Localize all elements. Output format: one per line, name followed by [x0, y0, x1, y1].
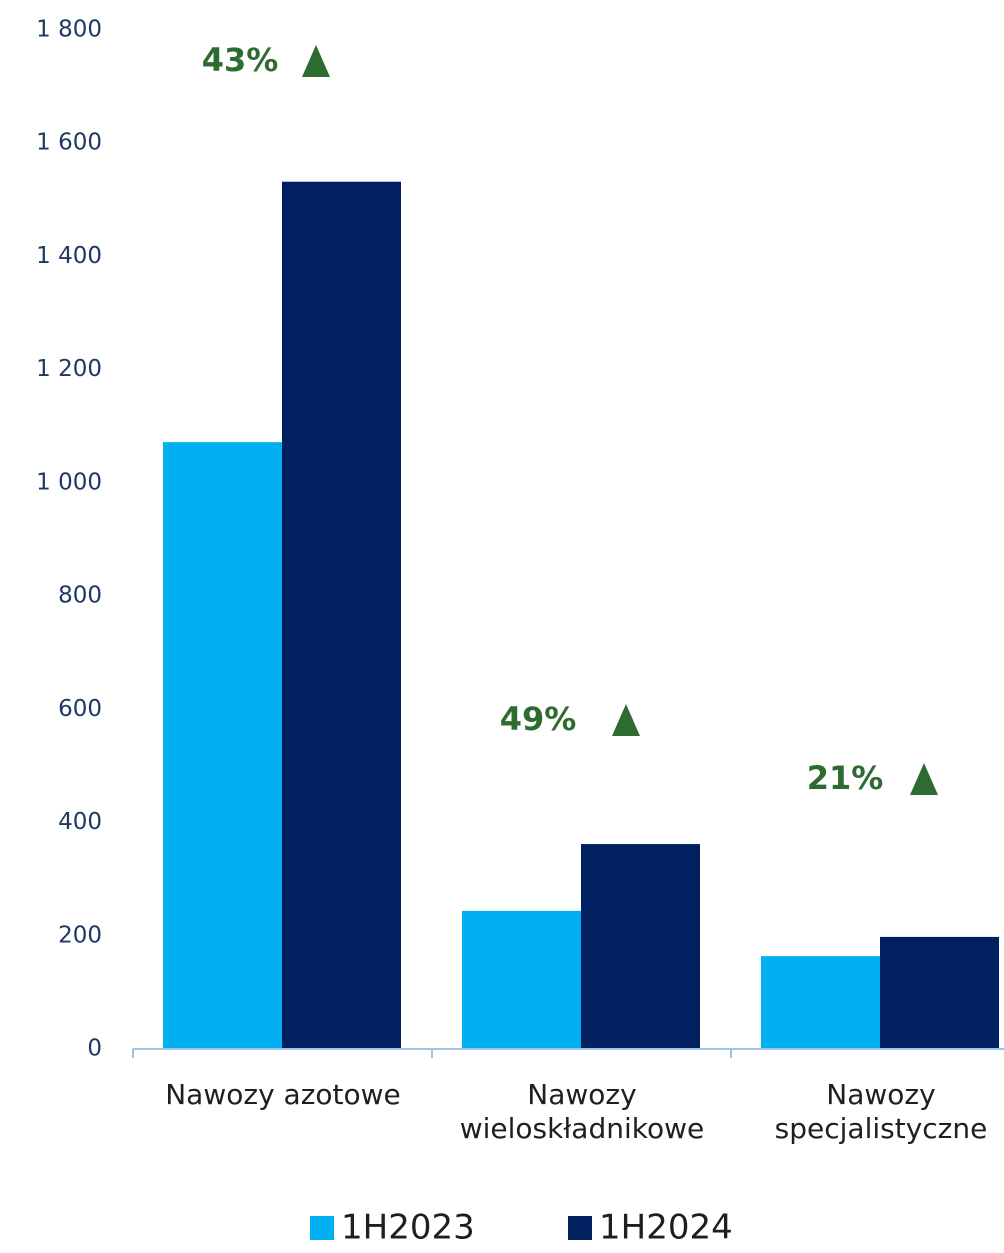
annotation-arrow: [302, 45, 330, 77]
annotation-arrow: [612, 704, 640, 736]
bar: [761, 956, 880, 1049]
bar: [462, 910, 581, 1049]
bar: [581, 844, 700, 1049]
bar: [282, 181, 401, 1049]
annotation: 49%: [500, 700, 577, 738]
annotation: 21%: [807, 759, 884, 797]
y-tick-label: 0: [87, 1036, 102, 1062]
y-tick-label: 1 800: [36, 17, 102, 43]
x-tick-label: Nawozy specjalistyczne: [774, 1078, 988, 1145]
y-tick-label: 1 600: [36, 130, 102, 156]
y-tick-label: 400: [58, 809, 102, 835]
annotation: 43%: [202, 41, 279, 79]
bar: [163, 442, 282, 1049]
bar: [880, 936, 999, 1049]
legend-swatch: [568, 1216, 592, 1240]
x-tick-label: Nawozy wieloskładnikowe: [459, 1078, 705, 1145]
y-tick-label: 1 200: [36, 356, 102, 382]
annotation-arrow: [910, 763, 938, 795]
x-tick-label: Nawozy azotowe: [165, 1078, 401, 1111]
y-tick-label: 1 000: [36, 469, 102, 495]
legend-swatch: [310, 1216, 334, 1240]
y-tick-label: 200: [58, 922, 102, 948]
y-tick-label: 800: [58, 583, 102, 609]
legend-label: 1H2024: [599, 1208, 733, 1248]
legend-label: 1H2023: [341, 1208, 475, 1248]
y-tick-label: 1 400: [36, 243, 102, 269]
y-tick-label: 600: [58, 696, 102, 722]
